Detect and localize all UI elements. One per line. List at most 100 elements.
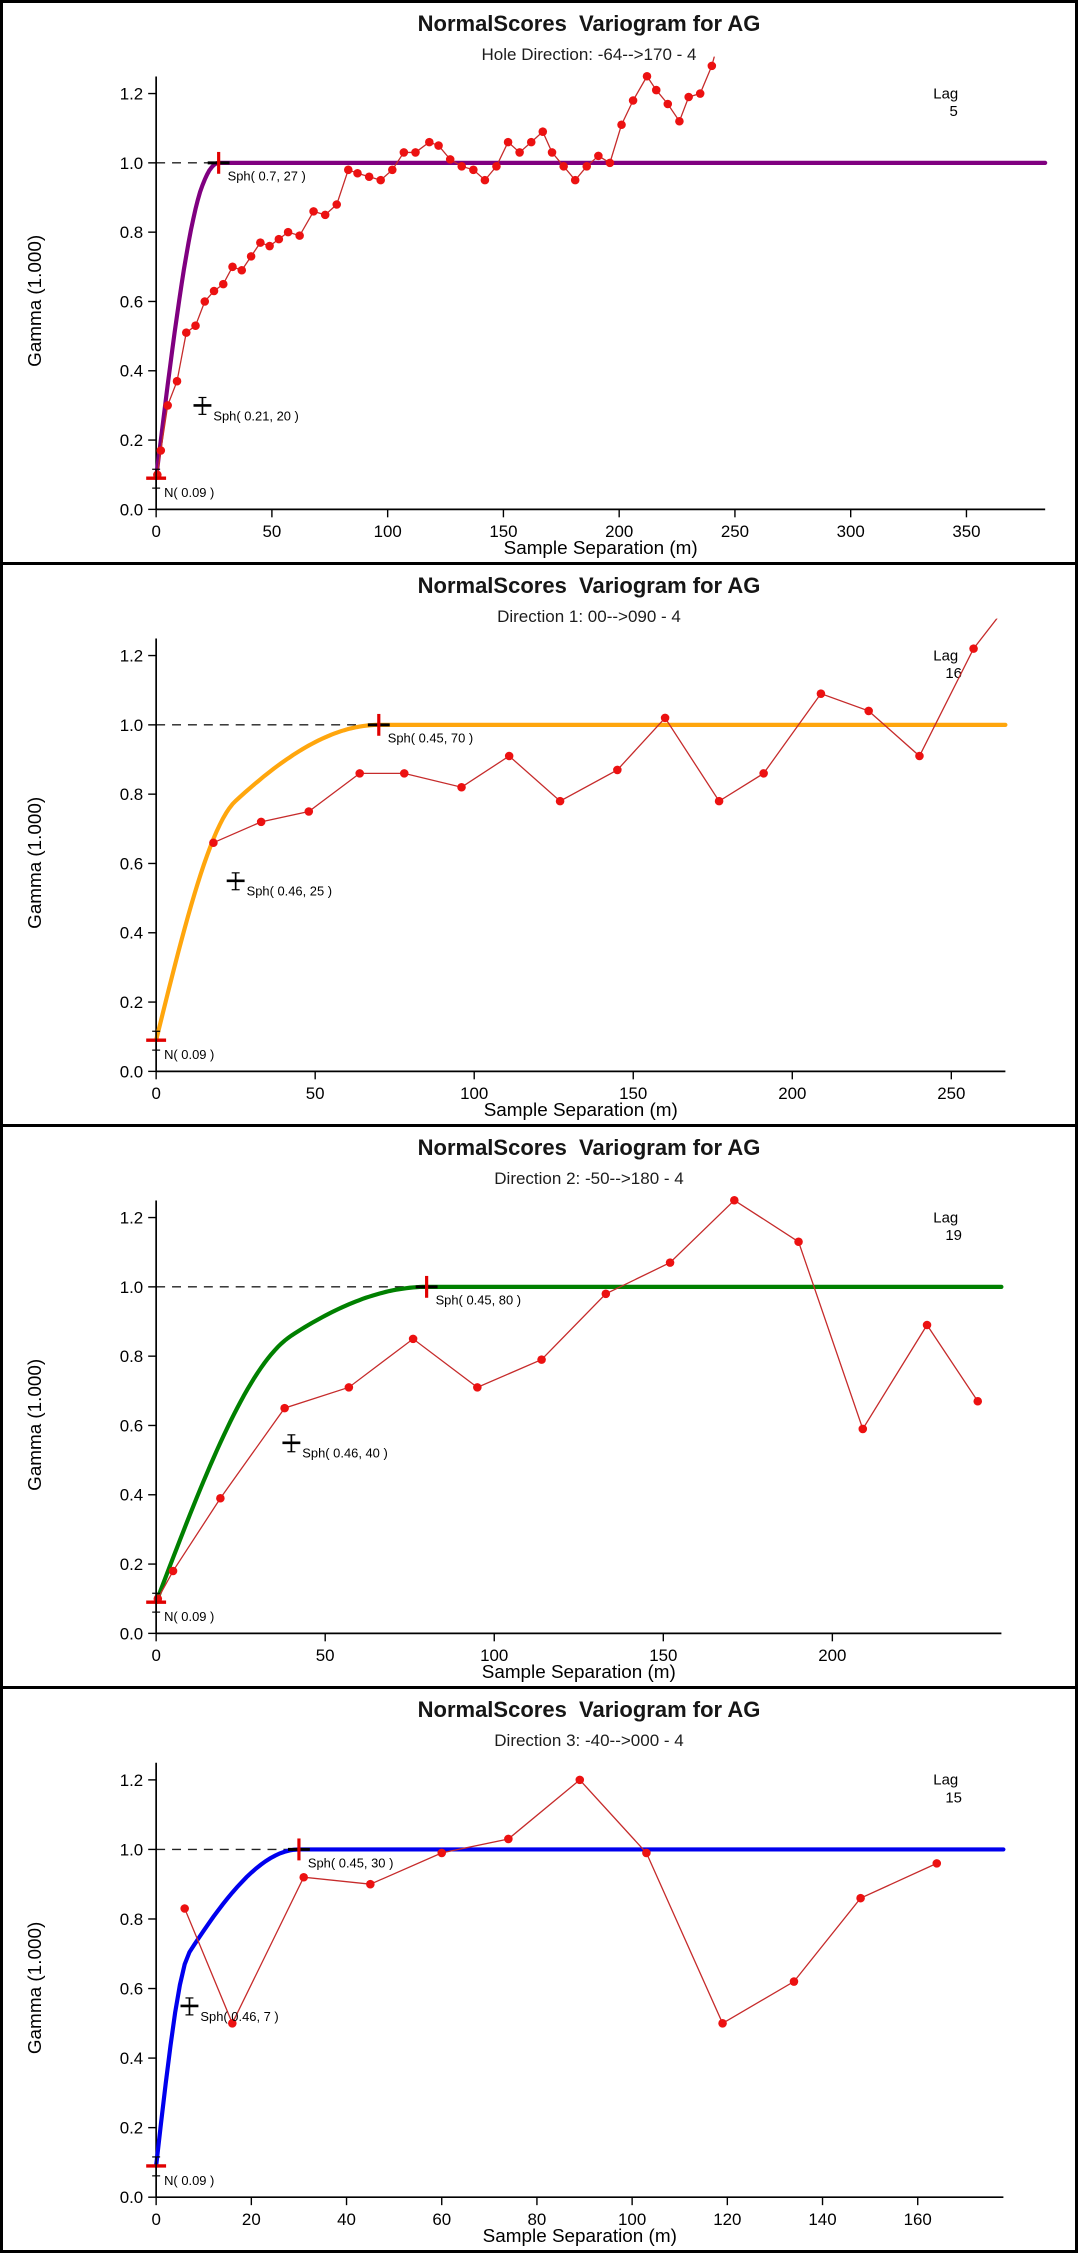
model-curve [154, 722, 1008, 1043]
data-point [915, 751, 924, 761]
data-point [555, 796, 565, 806]
data-point [759, 769, 768, 778]
data-point [181, 328, 191, 337]
data-point [856, 1893, 865, 1903]
x-tick-label: 250 [721, 522, 749, 541]
data-point [789, 1977, 799, 1986]
data-point [366, 1879, 375, 1889]
data-point [332, 200, 342, 209]
data-point [399, 769, 409, 778]
data-point [858, 1424, 868, 1434]
data-point [209, 286, 219, 296]
y-tick-label: 0.4 [120, 362, 143, 381]
data-point [582, 162, 592, 171]
sill-label: Sph( 0.45, 30 ) [308, 1855, 394, 1870]
data-point [191, 321, 200, 330]
x-tick-label: 40 [337, 2210, 356, 2229]
data-point [492, 162, 501, 171]
x-tick-label: 60 [432, 2210, 451, 2229]
data-point [504, 751, 514, 761]
variogram-panel-2: 0.0 0.2 0.4 0.6 0.8 1.0 1.2 0 50 100 150 200 250 Samp… [3, 565, 1075, 1127]
data-point [651, 85, 661, 95]
data-point [304, 807, 314, 816]
sill-label: Sph( 0.7, 27 ) [228, 169, 306, 184]
y-axis-title: Gamma (1.000) [24, 797, 45, 929]
y-tick-label: 1.0 [120, 1278, 143, 1297]
y-tick-label: 0.2 [120, 431, 143, 450]
data-point [794, 1237, 803, 1247]
data-point [343, 165, 353, 175]
data-point [246, 252, 256, 261]
data-point [663, 99, 673, 109]
y-axis-title: Gamma (1.000) [25, 1922, 46, 2055]
data-point [660, 713, 670, 723]
x-axis-title: Sample Separation (m) [482, 1661, 676, 1682]
x-tick-label: 200 [605, 522, 633, 541]
structure1-label: Sph( 0.21, 20 ) [213, 408, 298, 423]
y-tick-label: 0.6 [120, 292, 143, 311]
y-tick-label: 0.4 [120, 1486, 143, 1505]
data-point [265, 241, 274, 251]
data-point [503, 137, 513, 147]
lag-label: Lag [933, 648, 958, 664]
y-tick-label: 0.6 [120, 854, 143, 873]
variogram-panel-4: 0.0 0.2 0.4 0.6 0.8 1.0 1.2 0 20 40 60 80 100 120 140 1… [3, 1689, 1075, 2250]
data-point [218, 279, 228, 289]
data-point [601, 1289, 611, 1299]
chart-title: NormalScores Variogram for AG [417, 11, 761, 36]
data-point [364, 172, 374, 182]
data-point [932, 1859, 942, 1868]
data-point [256, 817, 266, 827]
x-tick-label: 250 [937, 1084, 965, 1103]
variogram-plot-direction-3: 0.0 0.2 0.4 0.6 0.8 1.0 1.2 0 20 40 60 80 100 120 140 1… [25, 1762, 1006, 2247]
data-point [237, 266, 247, 275]
data-point [570, 175, 580, 185]
data-point [864, 706, 873, 716]
x-tick-label: 140 [808, 2210, 836, 2229]
y-tick-label: 0.0 [120, 1624, 143, 1643]
variogram-panel-3: 0.0 0.2 0.4 0.6 0.8 1.0 1.2 0 50 100 150 200 Sample … [3, 1127, 1075, 1689]
y-tick-label: 1.0 [120, 1840, 143, 1859]
x-tick-label: 0 [151, 2210, 160, 2229]
data-point [695, 89, 705, 98]
x-tick-label: 80 [528, 2210, 547, 2229]
y-tick-label: 0.2 [120, 2119, 143, 2138]
data-point [228, 262, 237, 272]
data-point [969, 644, 978, 653]
chart-subtitle: Direction 1: 00-->090 - 4 [497, 607, 681, 626]
model-curve [154, 1284, 1004, 1605]
y-tick-label: 0.8 [120, 223, 143, 242]
y-tick-label: 0.2 [120, 1555, 143, 1574]
data-point [274, 234, 284, 244]
data-point [675, 116, 684, 126]
data-point [425, 137, 434, 147]
y-tick-label: 0.0 [120, 500, 143, 519]
nugget-label: N( 0.09 ) [164, 1047, 214, 1062]
chart-subtitle: Direction 3: -40-->000 - 4 [494, 1731, 684, 1750]
y-tick-label: 0.8 [120, 785, 143, 804]
nugget-label: N( 0.09 ) [164, 1609, 214, 1624]
structure1-label: Sph( 0.46, 25 ) [247, 884, 332, 899]
x-tick-label: 50 [306, 1084, 325, 1103]
data-point [200, 297, 210, 306]
y-axis-title: Gamma (1.000) [24, 1359, 45, 1491]
data-point [642, 1848, 651, 1858]
y-tick-label: 0.4 [120, 2049, 143, 2068]
data-point [605, 158, 615, 168]
data-point [469, 165, 478, 175]
data-point [280, 1403, 289, 1413]
data-point [344, 1383, 354, 1392]
y-tick-label: 1.2 [120, 1209, 143, 1228]
x-tick-label: 50 [263, 522, 282, 541]
data-point [730, 1196, 739, 1205]
chart-subtitle: Direction 2: -50-->180 - 4 [494, 1169, 684, 1188]
x-tick-label: 50 [316, 1646, 335, 1665]
x-tick-label: 0 [151, 1646, 160, 1665]
data-point [434, 141, 443, 150]
x-tick-label: 100 [480, 1646, 508, 1665]
y-tick-label: 1.0 [120, 716, 143, 735]
data-point [156, 446, 166, 455]
data-point [399, 148, 409, 157]
lag-label: Lag [933, 1210, 958, 1226]
x-tick-label: 150 [489, 522, 517, 541]
